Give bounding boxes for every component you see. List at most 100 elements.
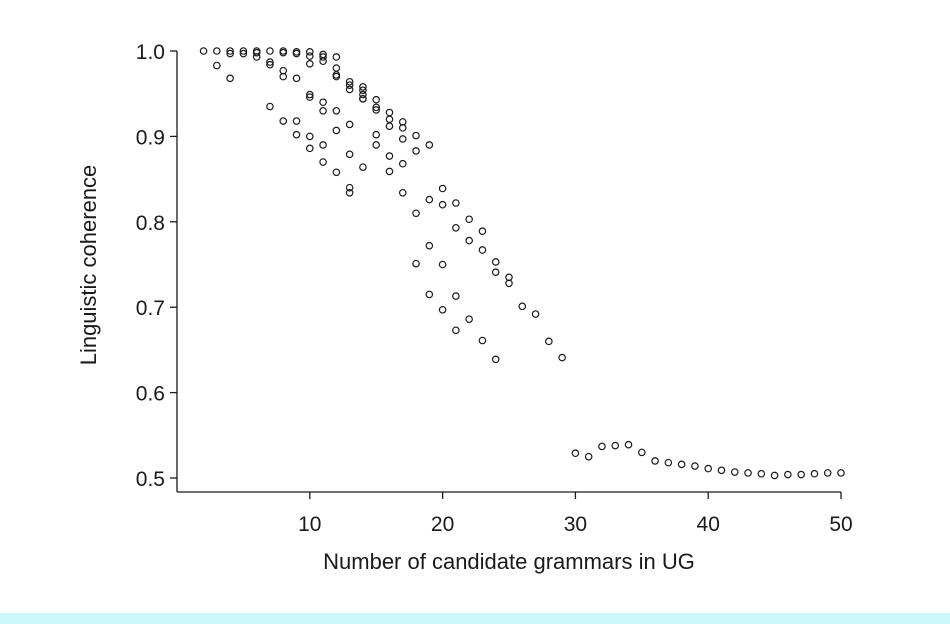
data-point: [305, 144, 314, 153]
y-tick-label: 1.0: [136, 41, 165, 64]
data-point: [412, 131, 420, 140]
data-point: [478, 227, 487, 235]
data-point: [425, 141, 434, 149]
data-point: [651, 457, 659, 465]
data-point: [518, 302, 527, 311]
data-point: [345, 85, 354, 94]
data-point: [784, 470, 792, 479]
data-point: [398, 135, 407, 143]
data-point: [345, 150, 354, 159]
data-point: [438, 260, 447, 269]
data-point: [797, 470, 805, 479]
data-point: [385, 167, 394, 176]
data-point: [319, 158, 327, 166]
data-point: [345, 188, 354, 197]
x-axis: 10 20 30 40 50: [177, 491, 853, 536]
data-point: [637, 448, 646, 457]
data-point: [305, 93, 314, 101]
data-point: [266, 60, 274, 69]
data-point: [305, 52, 314, 60]
data-point: [465, 236, 473, 245]
data-point: [770, 471, 779, 480]
data-points: [199, 47, 845, 480]
x-tick-label: 20: [431, 513, 454, 536]
data-point: [359, 95, 367, 103]
data-point: [292, 49, 301, 58]
data-point: [345, 77, 354, 86]
data-point: [837, 469, 845, 477]
data-point: [332, 126, 341, 135]
data-point: [372, 95, 381, 104]
data-point: [730, 468, 739, 476]
data-point: [452, 199, 460, 207]
data-point: [598, 442, 606, 451]
x-tick-label: 30: [564, 513, 587, 536]
data-point: [279, 48, 288, 57]
data-point: [438, 200, 447, 209]
data-point: [359, 83, 367, 91]
data-point: [372, 103, 381, 112]
data-point: [491, 258, 500, 266]
y-tick-label: 0.8: [136, 212, 165, 235]
data-point: [372, 141, 381, 149]
data-point: [452, 292, 460, 300]
data-point: [292, 74, 301, 83]
data-point: [345, 81, 354, 89]
data-point: [319, 53, 327, 61]
data-point: [226, 74, 234, 83]
data-point: [332, 168, 341, 177]
data-point: [305, 90, 314, 99]
data-point: [359, 163, 367, 171]
data-point: [412, 259, 420, 268]
data-point: [332, 72, 341, 81]
data-point: [332, 106, 341, 115]
data-point: [385, 115, 394, 124]
data-point: [252, 48, 261, 57]
data-point: [717, 466, 726, 475]
data-point: [491, 355, 500, 364]
data-point: [425, 290, 434, 299]
y-tick-label: 0.5: [136, 468, 165, 491]
data-point: [452, 223, 460, 232]
data-point: [332, 64, 341, 72]
data-point: [305, 48, 314, 56]
data-point: [319, 98, 327, 107]
data-point: [266, 47, 274, 55]
data-point: [279, 72, 288, 81]
data-point: [491, 268, 500, 276]
data-point: [345, 183, 354, 192]
data-point: [412, 147, 420, 155]
data-point: [664, 458, 673, 467]
data-point: [398, 124, 407, 132]
data-point: [677, 460, 686, 469]
data-point: [266, 58, 274, 66]
data-point: [398, 188, 407, 197]
data-point: [332, 53, 341, 61]
data-point: [505, 279, 513, 288]
data-point: [279, 117, 288, 125]
data-point: [531, 310, 540, 318]
data-point: [558, 353, 566, 362]
data-point: [226, 47, 234, 55]
data-point: [319, 141, 327, 149]
data-point: [372, 106, 381, 114]
data-point: [239, 49, 248, 58]
data-point: [359, 90, 367, 99]
y-tick-label: 0.9: [136, 126, 165, 149]
data-point: [213, 47, 221, 55]
x-tick-label: 40: [697, 513, 720, 536]
data-point: [398, 159, 407, 168]
y-tick-label: 0.6: [136, 383, 165, 406]
data-point: [372, 130, 381, 139]
y-tick-label: 0.7: [136, 297, 165, 320]
data-point: [319, 57, 327, 66]
data-point: [465, 315, 473, 323]
data-point: [319, 106, 327, 115]
data-point: [385, 122, 394, 130]
data-point: [584, 452, 593, 461]
data-point: [757, 469, 766, 478]
data-point: [425, 195, 434, 204]
data-point: [292, 117, 301, 125]
data-point: [810, 469, 819, 478]
